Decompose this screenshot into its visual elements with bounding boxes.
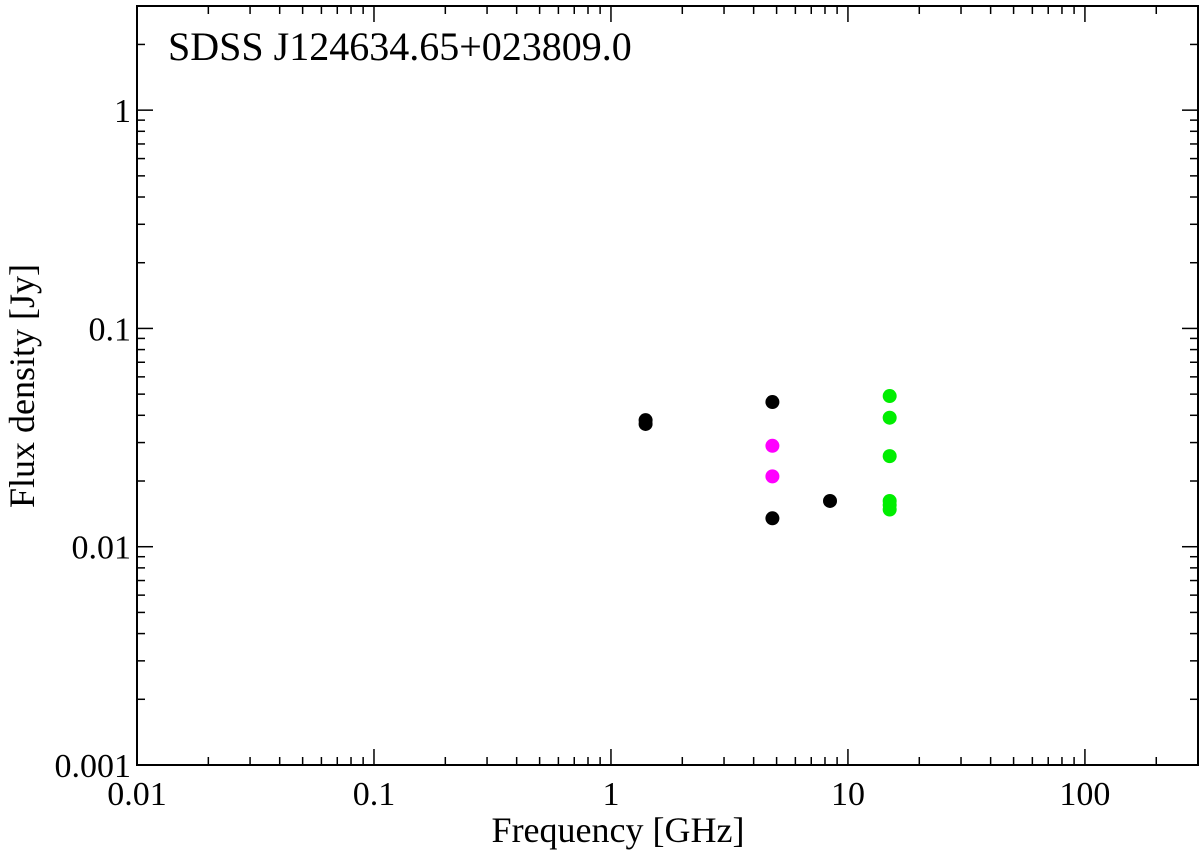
y-tick-label: 0.001 — [55, 748, 132, 785]
data-point — [765, 438, 780, 453]
data-point — [765, 395, 780, 410]
y-tick-label: 0.1 — [89, 311, 132, 348]
x-tick-label: 10 — [831, 776, 865, 813]
y-axis-title: Flux density [Jy] — [2, 264, 42, 508]
data-point — [882, 410, 897, 425]
x-tick-label: 1 — [602, 776, 619, 813]
data-point — [765, 511, 780, 526]
data-point — [882, 502, 897, 517]
y-tick-label: 0.01 — [72, 530, 132, 567]
x-tick-label: 100 — [1059, 776, 1110, 813]
plot-frame — [136, 5, 1199, 766]
x-tick-label: 0.1 — [353, 776, 396, 813]
axis-ticks — [136, 5, 1199, 766]
x-tick-label: 0.01 — [107, 776, 167, 813]
data-point — [765, 469, 780, 484]
data-point — [882, 389, 897, 404]
data-point — [823, 493, 838, 508]
chart-title: SDSS J124634.65+023809.0 — [168, 24, 632, 69]
y-tick-label: 1 — [114, 93, 131, 130]
data-points — [638, 389, 897, 526]
data-point — [882, 449, 897, 464]
x-axis-title: Frequency [GHz] — [492, 810, 745, 850]
data-point — [638, 416, 653, 431]
